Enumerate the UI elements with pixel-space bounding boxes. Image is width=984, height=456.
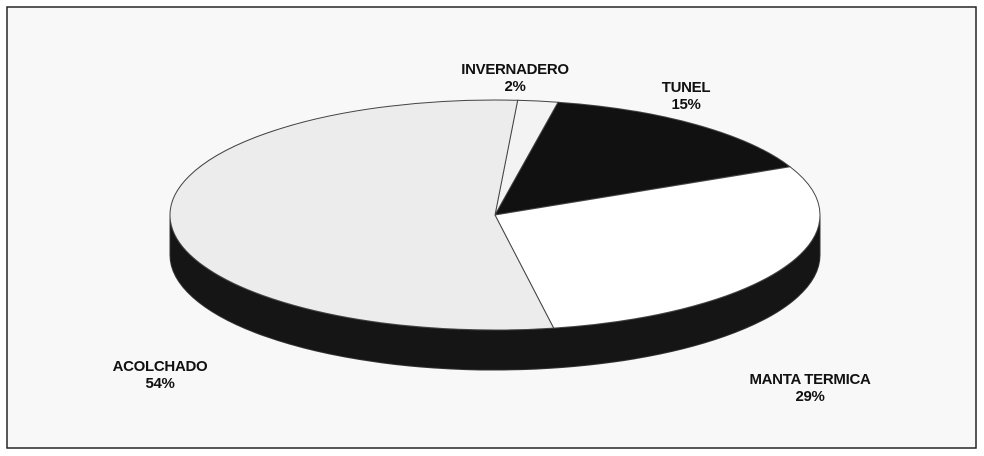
slice-label: ACOLCHADO [113,358,208,375]
slice-label: TUNEL [662,79,711,96]
slice-value-label: 2% [504,78,525,95]
pie-slice [169,99,555,331]
pie-slice [494,166,821,329]
slice-value-label: 29% [795,388,824,405]
slice-value-label: 54% [145,375,174,392]
slice-value-label: 15% [671,96,700,113]
slice-label: INVERNADERO [461,61,569,78]
slice-label: MANTA TERMICA [749,371,871,388]
pie-slice [494,101,792,216]
